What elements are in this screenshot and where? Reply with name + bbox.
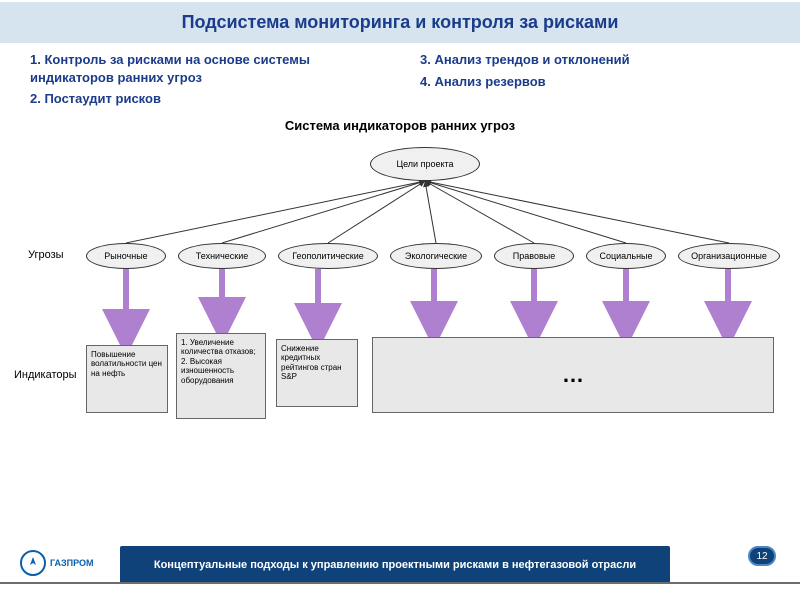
- threat-node-0: Рыночные: [86, 243, 166, 269]
- threat-node-4: Правовые: [494, 243, 574, 269]
- logo: ГАЗПРОМ: [20, 550, 94, 576]
- bullets-left: 1. Контроль за рисками на основе системы…: [30, 51, 380, 112]
- bullets-right: 3. Анализ трендов и отклонений 4. Анализ…: [420, 51, 770, 112]
- logo-icon: [20, 550, 46, 576]
- logo-text: ГАЗПРОМ: [50, 558, 94, 568]
- indicator-box-2: Снижение кредитных рейтингов стран S&P: [276, 339, 358, 407]
- bullet-2: 2. Постаудит рисков: [30, 90, 380, 108]
- threat-node-3: Экологические: [390, 243, 482, 269]
- indicator-box-1: 1. Увеличение количества отказов; 2. Выс…: [176, 333, 266, 419]
- bullet-4: 4. Анализ резервов: [420, 73, 770, 91]
- footer: ГАЗПРОМ Концептуальные подходы к управле…: [0, 542, 800, 588]
- diagram-area: Цели проекта Рыночные Технические Геополити…: [0, 133, 800, 443]
- title-banner: Подсистема мониторинга и контроля за рис…: [0, 0, 800, 43]
- threat-node-1: Технические: [178, 243, 266, 269]
- page-number: 12: [748, 546, 776, 566]
- indicators-label: Индикаторы: [14, 369, 77, 381]
- footer-divider: [0, 582, 800, 584]
- page-title: Подсистема мониторинга и контроля за рис…: [0, 12, 800, 33]
- diagram-subtitle: Система индикаторов ранних угроз: [0, 118, 800, 133]
- threat-node-6: Организационные: [678, 243, 780, 269]
- bullet-1: 1. Контроль за рисками на основе системы…: [30, 51, 380, 86]
- threats-label: Угрозы: [28, 249, 64, 261]
- root-node: Цели проекта: [370, 147, 480, 181]
- footer-bar: Концептуальные подходы к управлению прое…: [120, 546, 670, 584]
- indicators-ellipsis-box: …: [372, 337, 774, 413]
- indicator-box-0: Повышение волатильности цен на нефть: [86, 345, 168, 413]
- bullet-3: 3. Анализ трендов и отклонений: [420, 51, 770, 69]
- threat-node-2: Геополитические: [278, 243, 378, 269]
- bullets-section: 1. Контроль за рисками на основе системы…: [0, 43, 800, 116]
- threat-node-5: Социальные: [586, 243, 666, 269]
